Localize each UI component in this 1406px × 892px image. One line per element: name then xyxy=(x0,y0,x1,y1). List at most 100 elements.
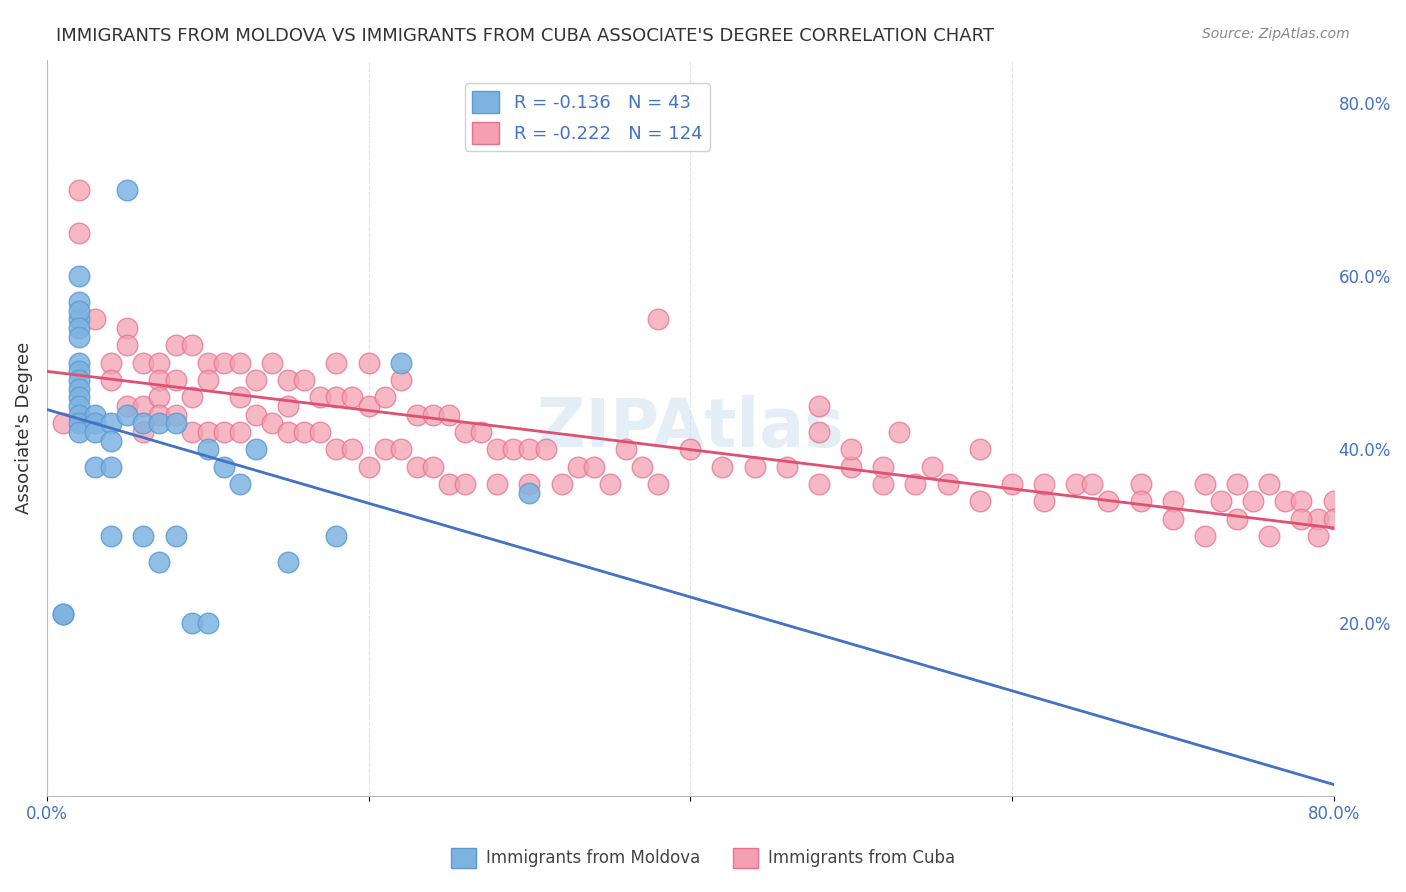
Point xyxy=(67,321,90,335)
Point xyxy=(52,607,75,621)
Point xyxy=(117,338,139,352)
Point xyxy=(325,390,347,404)
Point xyxy=(67,295,90,310)
Point xyxy=(132,399,155,413)
Point xyxy=(839,459,862,474)
Point xyxy=(374,390,396,404)
Point xyxy=(117,408,139,422)
Point xyxy=(212,425,235,439)
Point xyxy=(1033,477,1056,491)
Point xyxy=(148,408,170,422)
Point xyxy=(807,477,830,491)
Point xyxy=(67,303,90,318)
Point xyxy=(405,459,427,474)
Point xyxy=(100,529,122,543)
Point xyxy=(357,356,380,370)
Text: Source: ZipAtlas.com: Source: ZipAtlas.com xyxy=(1202,27,1350,41)
Point xyxy=(117,321,139,335)
Point xyxy=(454,425,477,439)
Point xyxy=(921,459,943,474)
Point xyxy=(180,390,202,404)
Point xyxy=(84,459,107,474)
Point xyxy=(67,312,90,326)
Point xyxy=(1258,529,1281,543)
Point xyxy=(711,459,734,474)
Point xyxy=(117,399,139,413)
Point xyxy=(67,356,90,370)
Point xyxy=(245,408,267,422)
Point xyxy=(67,390,90,404)
Point xyxy=(1323,494,1346,508)
Point xyxy=(277,399,299,413)
Point xyxy=(486,477,509,491)
Point xyxy=(550,477,572,491)
Point xyxy=(470,425,492,439)
Point xyxy=(100,459,122,474)
Point xyxy=(245,442,267,457)
Point xyxy=(148,356,170,370)
Point xyxy=(100,417,122,431)
Point xyxy=(84,408,107,422)
Text: IMMIGRANTS FROM MOLDOVA VS IMMIGRANTS FROM CUBA ASSOCIATE'S DEGREE CORRELATION C: IMMIGRANTS FROM MOLDOVA VS IMMIGRANTS FR… xyxy=(56,27,994,45)
Point xyxy=(1323,511,1346,525)
Point xyxy=(1291,494,1313,508)
Point xyxy=(52,607,75,621)
Point xyxy=(1161,494,1184,508)
Point xyxy=(519,485,541,500)
Legend: R = -0.136   N = 43, R = -0.222   N = 124: R = -0.136 N = 43, R = -0.222 N = 124 xyxy=(465,83,710,151)
Point xyxy=(165,373,187,387)
Point xyxy=(1241,494,1264,508)
Point xyxy=(1194,529,1216,543)
Point xyxy=(67,364,90,378)
Point xyxy=(1258,477,1281,491)
Point xyxy=(342,442,364,457)
Point xyxy=(132,529,155,543)
Point xyxy=(165,417,187,431)
Point xyxy=(325,442,347,457)
Point xyxy=(262,417,284,431)
Point xyxy=(197,356,219,370)
Point xyxy=(437,408,460,422)
Point xyxy=(165,338,187,352)
Point xyxy=(1129,494,1152,508)
Point xyxy=(405,408,427,422)
Point xyxy=(679,442,702,457)
Point xyxy=(277,373,299,387)
Point xyxy=(67,330,90,344)
Point xyxy=(1306,511,1329,525)
Point xyxy=(84,417,107,431)
Point xyxy=(67,226,90,240)
Point xyxy=(197,615,219,630)
Point xyxy=(422,459,444,474)
Point xyxy=(454,477,477,491)
Point xyxy=(197,425,219,439)
Point xyxy=(567,459,589,474)
Point xyxy=(148,390,170,404)
Point xyxy=(872,459,894,474)
Point xyxy=(647,477,669,491)
Point xyxy=(148,373,170,387)
Point xyxy=(1064,477,1087,491)
Point xyxy=(389,442,412,457)
Point xyxy=(889,425,911,439)
Point xyxy=(389,356,412,370)
Text: ZIPAtlas: ZIPAtlas xyxy=(537,394,844,460)
Point xyxy=(519,442,541,457)
Point xyxy=(582,459,605,474)
Point xyxy=(165,408,187,422)
Point xyxy=(292,425,315,439)
Point xyxy=(229,390,252,404)
Point xyxy=(262,356,284,370)
Point xyxy=(100,356,122,370)
Point xyxy=(1081,477,1104,491)
Point xyxy=(374,442,396,457)
Point xyxy=(245,373,267,387)
Point xyxy=(1194,477,1216,491)
Point xyxy=(422,408,444,422)
Point xyxy=(357,399,380,413)
Point xyxy=(807,399,830,413)
Point xyxy=(67,382,90,396)
Point xyxy=(1306,529,1329,543)
Point xyxy=(67,373,90,387)
Point xyxy=(132,417,155,431)
